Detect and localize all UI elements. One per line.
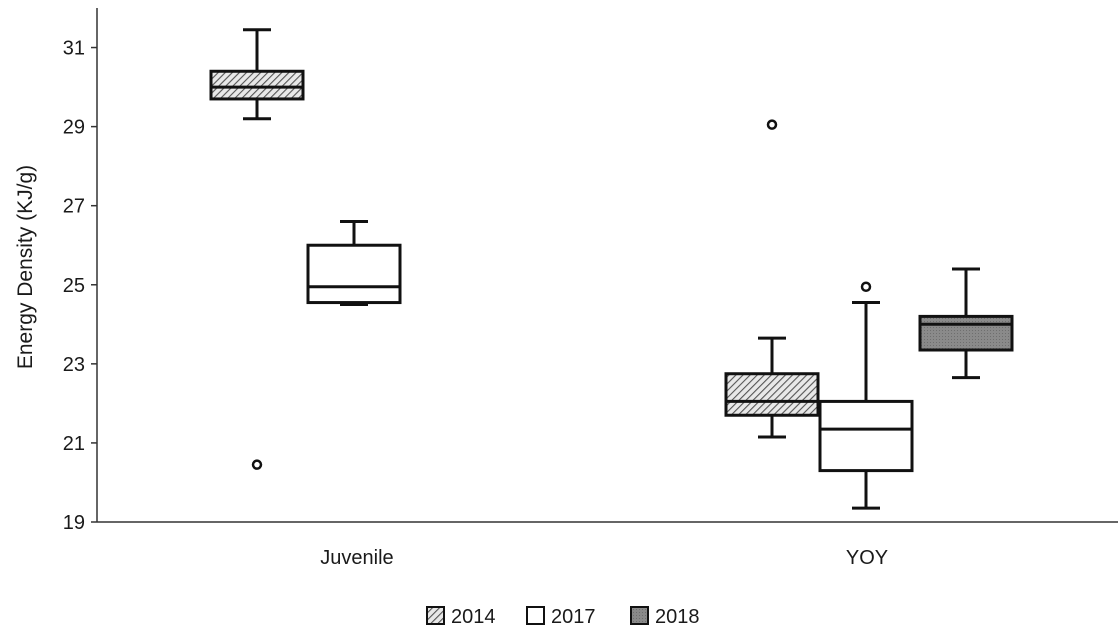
outlier-point — [251, 459, 263, 470]
iqr-box — [724, 372, 820, 417]
y-tick-label: 27 — [63, 196, 85, 218]
x-tick-label: Juvenile — [320, 547, 393, 569]
legend-swatch — [526, 606, 545, 625]
legend-item-2017: 2017 — [526, 606, 596, 628]
iqr-box — [209, 69, 305, 101]
legend-label: 2017 — [551, 606, 596, 628]
legend-item-2018: 2018 — [630, 606, 700, 628]
box-yoy-2014 — [724, 119, 820, 439]
iqr-box — [306, 243, 402, 305]
axes: 19 21 23 25 27 29 31 Juvenile YOY — [63, 8, 1118, 569]
legend-swatch — [426, 606, 445, 625]
y-tick-label: 31 — [63, 38, 85, 60]
box-yoy-2018 — [918, 267, 1014, 380]
iqr-box — [818, 399, 914, 473]
legend-label: 2014 — [451, 606, 496, 628]
legend-swatch — [630, 606, 649, 625]
plot-area — [209, 28, 1014, 510]
iqr-box — [918, 314, 1014, 352]
x-tick-label: YOY — [846, 547, 888, 569]
y-tick-label: 19 — [63, 512, 85, 534]
outlier-point — [860, 281, 872, 292]
box-juvenile-2017 — [306, 220, 402, 307]
box-juvenile-2014 — [209, 28, 305, 470]
box-yoy-2017 — [818, 281, 914, 510]
y-axis-label: Energy Density (KJ/g) — [14, 165, 37, 369]
legend-item-2014: 2014 — [426, 606, 496, 628]
y-tick-label: 21 — [63, 433, 85, 455]
y-tick-label: 23 — [63, 354, 85, 376]
y-tick-label: 25 — [63, 275, 85, 297]
y-tick-label: 29 — [63, 117, 85, 139]
legend: 2014 2017 2018 — [426, 606, 700, 628]
legend-label: 2018 — [655, 606, 700, 628]
outlier-point — [766, 119, 778, 130]
